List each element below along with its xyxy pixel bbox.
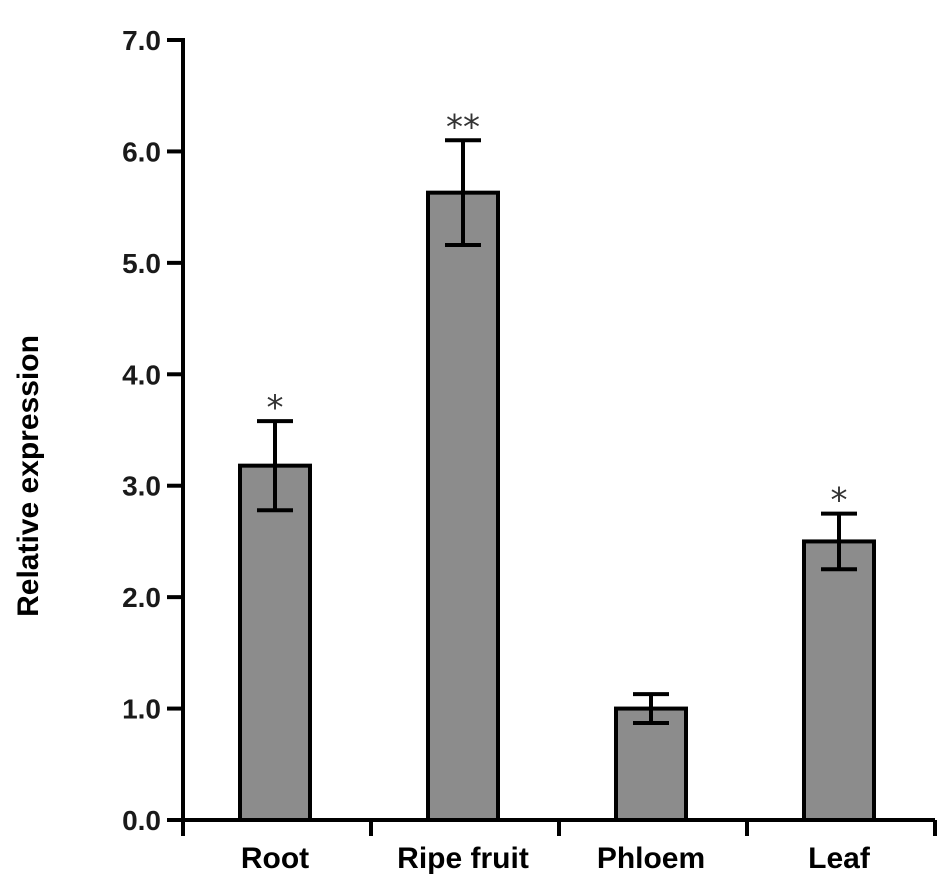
x-tick-label: Leaf xyxy=(808,842,871,875)
bar-leaf xyxy=(802,539,876,823)
x-tick-label: Phloem xyxy=(597,842,705,875)
y-tick-label: 6.0 xyxy=(122,136,161,167)
y-tick-label: 0.0 xyxy=(122,805,161,836)
x-axis: Root Ripe fruit Phloem Leaf xyxy=(181,818,937,875)
bar-ripe-fruit xyxy=(426,190,500,822)
y-tick-label: 4.0 xyxy=(122,359,161,390)
x-tick-label: Ripe fruit xyxy=(397,842,529,875)
x-tick-label: Root xyxy=(241,842,309,875)
y-tick-label: 3.0 xyxy=(122,471,161,502)
significance-marker: ** xyxy=(446,107,480,147)
bar-root xyxy=(238,463,312,822)
bar-phloem xyxy=(614,706,688,822)
y-tick-label: 2.0 xyxy=(122,582,161,613)
y-axis: 0.0 1.0 2.0 3.0 4.0 5.0 6.0 7.0 xyxy=(122,25,185,836)
y-axis-label: Relative expression xyxy=(12,335,45,617)
bars: **** xyxy=(238,107,876,823)
y-tick-label: 7.0 xyxy=(122,25,161,56)
significance-marker: * xyxy=(267,388,284,428)
y-tick-label: 5.0 xyxy=(122,248,161,279)
significance-marker: * xyxy=(831,481,848,521)
y-tick-label: 1.0 xyxy=(122,694,161,725)
